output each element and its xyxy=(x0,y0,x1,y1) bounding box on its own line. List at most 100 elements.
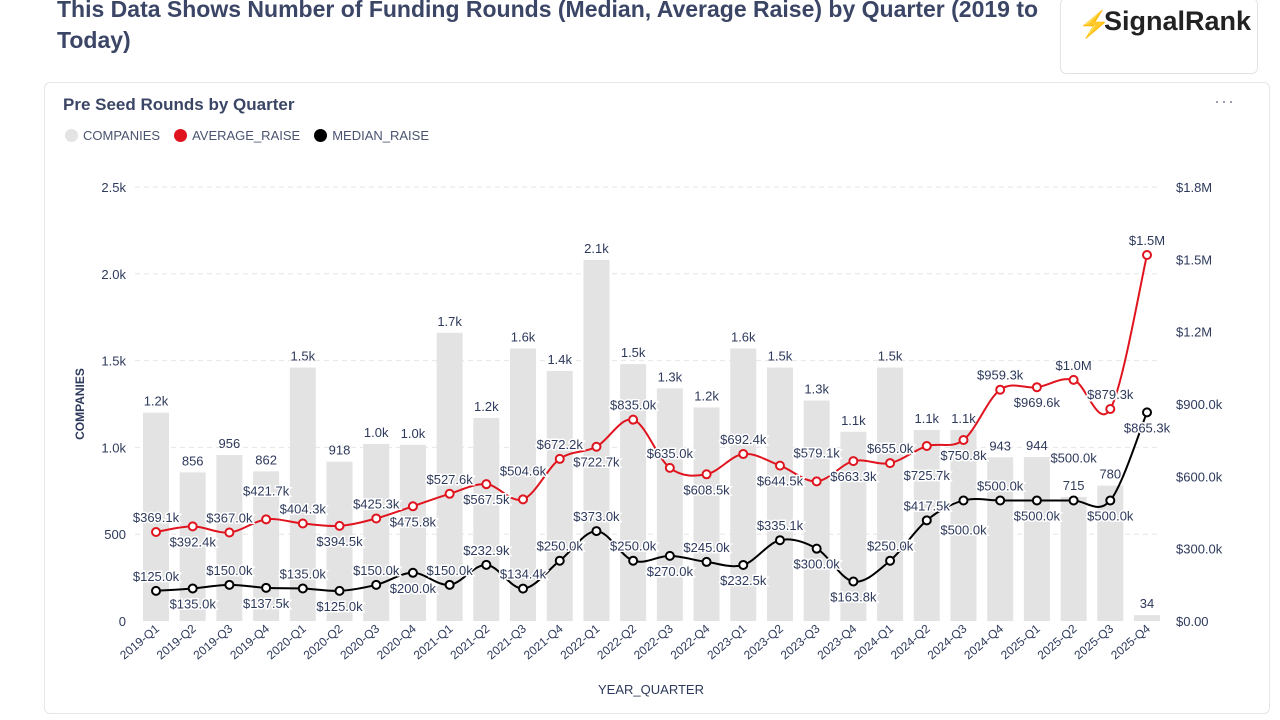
legend-item-median-raise[interactable]: MEDIAN_RAISE xyxy=(314,128,429,143)
point-label: $392.4k xyxy=(170,534,217,549)
point-label: $750.8k xyxy=(940,448,987,463)
legend-item-companies[interactable]: COMPANIES xyxy=(65,128,160,143)
bar-label: 1.1k xyxy=(841,413,866,428)
x-axis-tick: 2024-Q1 xyxy=(851,621,896,662)
point-label: $270.0k xyxy=(647,564,694,579)
bar-label: 918 xyxy=(329,443,351,458)
point-label: $579.1k xyxy=(794,445,841,460)
point-label: $879.3k xyxy=(1087,387,1134,402)
legend-label: COMPANIES xyxy=(83,128,161,143)
point-label: $417.5k xyxy=(904,498,951,513)
point-average-raise xyxy=(738,449,749,460)
signalrank-logo: ⚡ SignalRank xyxy=(1060,0,1258,74)
point-median-raise xyxy=(848,576,859,587)
point-average-raise xyxy=(848,456,859,467)
bar-companies xyxy=(620,364,647,621)
legend-swatch xyxy=(65,129,78,142)
point-label: $567.5k xyxy=(463,492,510,507)
point-label: $394.5k xyxy=(316,534,363,549)
bar-label: 1.5k xyxy=(291,349,316,364)
x-axis-tick: 2021-Q1 xyxy=(411,621,456,662)
legend-swatch xyxy=(174,129,188,142)
point-average-raise xyxy=(995,384,1006,395)
x-axis-tick: 2020-Q2 xyxy=(301,621,346,662)
line-median-raise xyxy=(155,411,1148,592)
point-median-raise xyxy=(591,526,602,537)
x-axis-tick: 2019-Q2 xyxy=(154,621,199,662)
bar-label: 1.3k xyxy=(804,382,829,397)
point-label: $137.5k xyxy=(243,596,290,611)
point-average-raise xyxy=(261,514,272,525)
right-axis-tick: $300.0k xyxy=(1176,542,1223,557)
point-label: $672.2k xyxy=(537,437,584,452)
bar-companies xyxy=(436,332,463,621)
bar-label: 1.7k xyxy=(437,314,462,329)
bar-companies xyxy=(289,367,316,621)
bar-companies xyxy=(730,348,757,621)
point-median-raise xyxy=(554,555,565,566)
point-average-raise xyxy=(591,441,602,452)
legend-item-average-raise[interactable]: AVERAGE_RAISE xyxy=(174,128,300,143)
bar-companies xyxy=(399,444,426,621)
bar-companies xyxy=(510,348,537,621)
x-axis-tick: 2019-Q4 xyxy=(227,621,272,662)
bar-label: 34 xyxy=(1140,596,1154,611)
more-options-icon[interactable]: ··· xyxy=(1214,91,1235,111)
point-median-raise xyxy=(664,550,675,561)
chart-marks xyxy=(135,186,1160,621)
point-label: $663.3k xyxy=(830,469,877,484)
bar-companies xyxy=(913,430,940,621)
point-label: $635.0k xyxy=(647,446,694,461)
point-label: $722.7k xyxy=(573,455,620,470)
bar-label: 1.0k xyxy=(364,425,389,440)
point-average-raise xyxy=(958,434,969,445)
point-label: $500.0k xyxy=(1050,450,1097,465)
bar-companies xyxy=(216,455,243,621)
left-axis-tick: 2.0k xyxy=(101,267,126,282)
left-axis-tick: 500 xyxy=(104,527,126,542)
bar-label: 1.3k xyxy=(658,369,683,384)
left-axis-tick: 1.5k xyxy=(101,354,126,369)
point-average-raise xyxy=(664,462,675,473)
point-label: $500.0k xyxy=(977,478,1024,493)
bar-label: 1.4k xyxy=(547,352,572,367)
point-average-raise xyxy=(554,453,565,464)
point-label: $835.0k xyxy=(610,398,657,413)
point-label: $959.3k xyxy=(977,368,1024,383)
x-axis-tick: 2020-Q3 xyxy=(337,621,382,662)
point-median-raise xyxy=(811,543,822,554)
point-label: $527.6k xyxy=(426,472,473,487)
bar-label: 943 xyxy=(989,438,1011,453)
point-label: $250.0k xyxy=(610,539,657,554)
x-axis-tick: 2022-Q4 xyxy=(668,621,713,662)
point-label: $150.0k xyxy=(426,563,473,578)
point-median-raise xyxy=(628,555,639,566)
right-axis-tick: $600.0k xyxy=(1176,469,1223,484)
x-axis-tick: 2025-Q3 xyxy=(1071,621,1116,662)
point-median-raise xyxy=(261,582,272,593)
bar-companies xyxy=(1060,496,1087,621)
y-axis-label: COMPANIES xyxy=(73,368,87,440)
legend-label: AVERAGE_RAISE xyxy=(192,128,301,143)
point-median-raise xyxy=(334,585,345,596)
point-label: $421.7k xyxy=(243,483,290,498)
point-average-raise xyxy=(774,460,785,471)
point-average-raise xyxy=(444,488,455,499)
point-average-raise xyxy=(1105,403,1116,414)
x-axis-label: YEAR_QUARTER xyxy=(598,682,704,697)
point-median-raise xyxy=(151,585,161,596)
bar-label: 715 xyxy=(1063,478,1085,493)
bar-companies xyxy=(693,407,720,621)
point-label: $725.7k xyxy=(904,468,951,483)
point-median-raise xyxy=(701,556,712,567)
point-label: $135.0k xyxy=(280,566,327,581)
bar-label: 780 xyxy=(1099,467,1121,482)
right-axis-tick: $1.8M xyxy=(1176,180,1212,195)
x-axis-tick: 2022-Q3 xyxy=(631,621,676,662)
point-average-raise xyxy=(224,527,235,538)
point-label: $367.0k xyxy=(206,511,253,526)
right-axis-tick: $0.00 xyxy=(1176,614,1209,629)
point-label: $608.5k xyxy=(683,482,730,497)
point-label: $504.6k xyxy=(500,463,547,478)
bar-label: 1.1k xyxy=(951,411,976,426)
